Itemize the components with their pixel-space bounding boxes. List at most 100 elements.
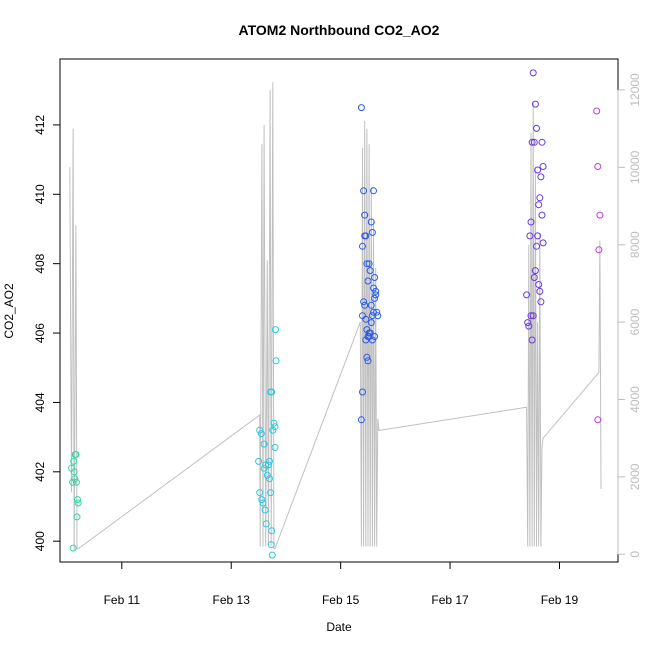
data-point bbox=[361, 232, 369, 240]
data-point bbox=[525, 322, 533, 330]
data-point bbox=[536, 287, 544, 295]
y-tick-label: 412 bbox=[33, 115, 47, 135]
data-point bbox=[365, 260, 373, 268]
data-point bbox=[527, 312, 535, 320]
data-point bbox=[268, 388, 276, 396]
data-point bbox=[370, 308, 377, 316]
data-point bbox=[262, 461, 270, 469]
data-point bbox=[73, 513, 81, 521]
data-point bbox=[594, 416, 602, 424]
data-point bbox=[256, 426, 264, 434]
trace-line-layer bbox=[69, 82, 602, 551]
data-point bbox=[270, 419, 278, 427]
data-point bbox=[523, 291, 531, 299]
data-point bbox=[363, 353, 371, 361]
data-point bbox=[268, 527, 276, 535]
data-point bbox=[371, 274, 379, 281]
y2-tick-label: 0 bbox=[628, 551, 642, 558]
data-point bbox=[371, 294, 379, 302]
x-tick-label: Feb 13 bbox=[213, 593, 251, 607]
y2-tick-label: 12000 bbox=[628, 73, 642, 107]
y-axis-label: CO2_AO2 bbox=[2, 283, 16, 339]
data-point bbox=[370, 284, 377, 292]
y-axis-right: 0 2000 4000 6000 8000 10000 12000 bbox=[617, 73, 642, 558]
data-point bbox=[267, 489, 275, 497]
data-point bbox=[361, 301, 369, 309]
x-tick-label: Feb 17 bbox=[431, 593, 469, 607]
data-point bbox=[361, 211, 369, 219]
data-point bbox=[259, 499, 267, 507]
data-point bbox=[262, 520, 270, 528]
y-tick-label: 402 bbox=[33, 461, 47, 481]
data-point bbox=[527, 218, 535, 226]
data-point bbox=[266, 475, 273, 483]
data-point bbox=[368, 228, 376, 236]
data-point bbox=[368, 312, 376, 320]
data-point bbox=[357, 416, 365, 424]
data-point bbox=[362, 315, 370, 323]
data-point bbox=[530, 274, 538, 281]
y-tick-label: 404 bbox=[33, 392, 47, 412]
data-point bbox=[534, 232, 542, 240]
data-point bbox=[538, 211, 546, 219]
data-point bbox=[539, 163, 547, 170]
data-point bbox=[255, 457, 263, 465]
x-tick-label: Feb 19 bbox=[541, 593, 579, 607]
data-point bbox=[256, 489, 264, 497]
data-point bbox=[370, 187, 377, 195]
y-tick-label: 406 bbox=[33, 323, 47, 343]
trace-line bbox=[69, 82, 602, 551]
data-point bbox=[366, 329, 374, 337]
y2-tick-label: 6000 bbox=[628, 308, 642, 335]
data-point bbox=[534, 166, 542, 174]
data-point bbox=[260, 440, 268, 448]
data-point bbox=[524, 319, 532, 327]
x-tick-label: Feb 11 bbox=[104, 593, 141, 607]
data-point bbox=[528, 138, 536, 146]
data-point bbox=[533, 124, 540, 132]
data-point bbox=[368, 336, 376, 344]
x-axis: Feb 11 Feb 13 Feb 15 Feb 17 Feb 19 bbox=[104, 562, 579, 607]
data-point bbox=[360, 187, 368, 195]
y-axis-left: 400 402 404 406 408 410 412 bbox=[33, 115, 60, 551]
data-point bbox=[266, 457, 273, 465]
data-point bbox=[594, 163, 602, 170]
data-point bbox=[260, 464, 268, 472]
data-point bbox=[363, 260, 371, 268]
data-point bbox=[271, 444, 279, 451]
data-point bbox=[374, 312, 382, 320]
data-point bbox=[596, 211, 604, 219]
data-point bbox=[271, 423, 279, 431]
data-point bbox=[372, 291, 380, 299]
data-point bbox=[257, 430, 265, 438]
data-point bbox=[364, 357, 372, 365]
chart-title: ATOM2 Northbound CO2_AO2 bbox=[239, 22, 440, 38]
x-axis-label: Date bbox=[326, 620, 352, 634]
data-point bbox=[538, 138, 546, 146]
data-point bbox=[70, 468, 78, 476]
data-point bbox=[595, 246, 603, 254]
data-point bbox=[593, 107, 601, 115]
data-point bbox=[531, 267, 539, 275]
y-tick-label: 408 bbox=[33, 253, 47, 273]
data-point bbox=[526, 232, 534, 240]
data-point bbox=[535, 281, 543, 288]
data-point bbox=[537, 173, 545, 181]
data-point bbox=[359, 388, 366, 396]
y2-tick-label: 2000 bbox=[628, 463, 642, 490]
data-point bbox=[272, 326, 279, 334]
data-point bbox=[359, 242, 366, 250]
y2-tick-label: 4000 bbox=[628, 386, 642, 413]
data-point bbox=[531, 100, 539, 108]
data-point bbox=[267, 541, 275, 549]
data-point bbox=[74, 499, 82, 507]
data-point bbox=[74, 496, 81, 504]
data-point bbox=[269, 426, 277, 434]
y2-tick-label: 10000 bbox=[628, 150, 642, 184]
x-tick-label: Feb 15 bbox=[322, 593, 360, 607]
data-point bbox=[261, 506, 269, 514]
data-point bbox=[528, 336, 536, 344]
data-point bbox=[69, 478, 77, 486]
data-point bbox=[529, 69, 537, 77]
